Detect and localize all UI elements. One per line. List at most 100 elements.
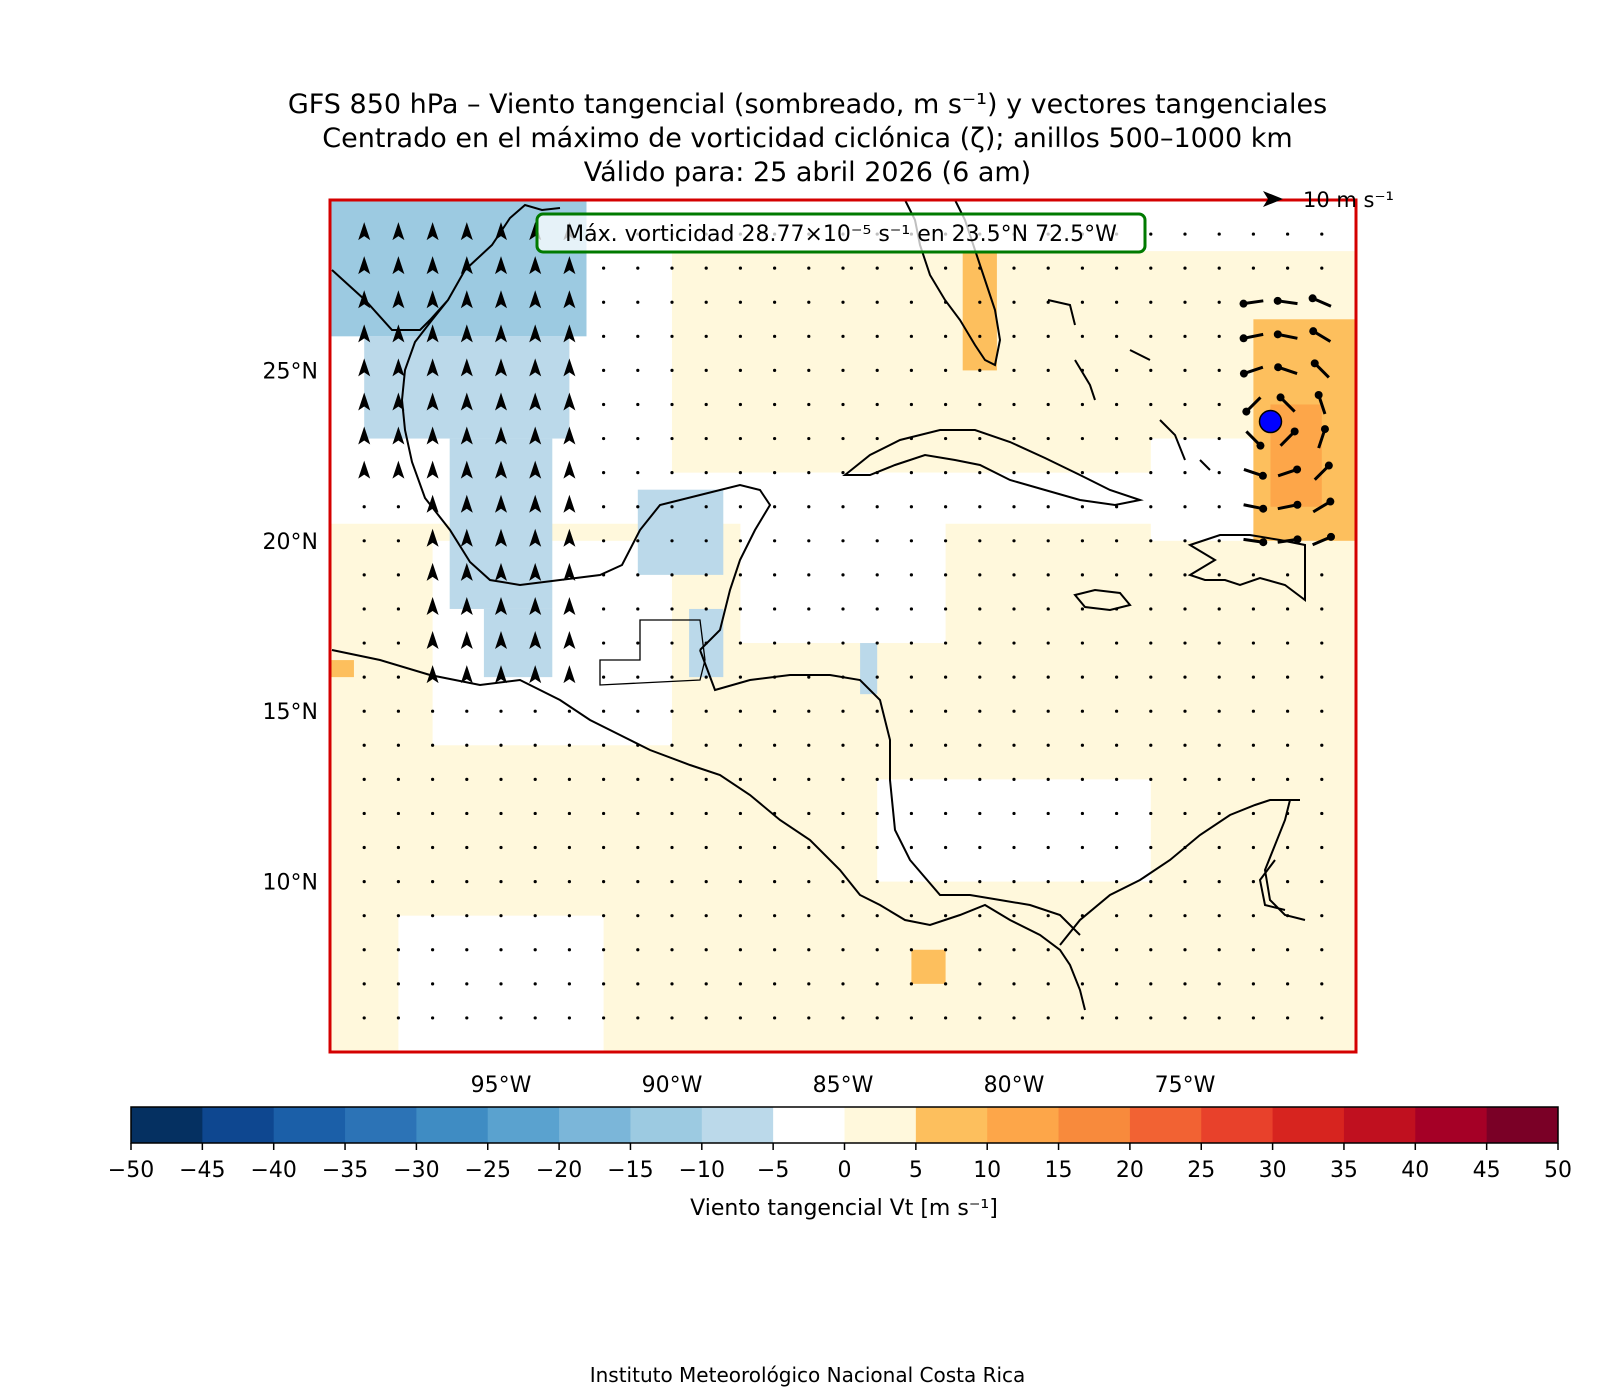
wind-vector-dot bbox=[1217, 232, 1221, 236]
wind-vector-dot bbox=[1012, 471, 1016, 475]
chart-title-line3: Válido para: 25 abril 2026 (6 am) bbox=[583, 157, 1032, 188]
wind-vector-dot bbox=[704, 266, 708, 270]
wind-vector-dot bbox=[1217, 368, 1221, 372]
wind-vector-dot bbox=[1217, 334, 1221, 338]
wind-vector-dot bbox=[1115, 948, 1119, 952]
wind-vector-dot bbox=[1149, 232, 1153, 236]
wind-vector-dot bbox=[1251, 1016, 1255, 1020]
wind-vector-dot bbox=[1183, 675, 1187, 679]
wind-vector-dot bbox=[1217, 539, 1221, 543]
wind-vector-dot bbox=[1251, 982, 1255, 986]
wind-vector-dot bbox=[465, 709, 469, 713]
wind-vector-dot bbox=[1149, 777, 1153, 781]
wind-vector-dot bbox=[396, 573, 400, 577]
wind-vector-head bbox=[1276, 393, 1285, 402]
colorbar-cell bbox=[202, 1107, 275, 1143]
wind-vector-dot bbox=[1046, 880, 1050, 884]
wind-vector-dot bbox=[1080, 982, 1084, 986]
annotation-box bbox=[535, 212, 1147, 254]
wind-vector-dot bbox=[1080, 641, 1084, 645]
wind-vector-dot bbox=[909, 300, 914, 304]
wind-vector-dot bbox=[1012, 880, 1016, 884]
wind-vector-dot bbox=[841, 368, 845, 372]
wind-vector-dot bbox=[396, 607, 400, 611]
wind-vector-dot bbox=[1149, 982, 1153, 986]
wind-vector-dot bbox=[944, 402, 948, 407]
wind-vector-dot bbox=[1183, 709, 1187, 713]
wind-vector-dot bbox=[1251, 607, 1255, 611]
colorbar-cell bbox=[1058, 1107, 1131, 1143]
wind-vector-dot bbox=[738, 471, 743, 475]
wind-vector-arrow bbox=[529, 665, 542, 684]
wind-vector-dot bbox=[1320, 982, 1324, 986]
wind-vector-dot bbox=[1046, 948, 1050, 952]
wind-vector-dot bbox=[773, 402, 777, 407]
wind-vector-dot bbox=[1149, 641, 1153, 645]
wind-vector-dot bbox=[533, 743, 537, 747]
wind-vector-dot bbox=[875, 1016, 879, 1020]
wind-vector-dot bbox=[978, 777, 982, 781]
colorbar-tick-label: −45 bbox=[179, 1158, 225, 1183]
wind-vector-dot bbox=[773, 948, 777, 952]
wind-vector-dot bbox=[567, 880, 572, 884]
wind-vector-dot bbox=[1217, 811, 1221, 816]
colorbar-tick-label: −25 bbox=[465, 1158, 511, 1183]
wind-vector-arrow bbox=[460, 665, 473, 684]
wind-vector-dot bbox=[1046, 743, 1050, 747]
wind-vector-dot bbox=[1320, 880, 1324, 884]
wind-vector-dot bbox=[807, 914, 811, 918]
wind-vector-dot bbox=[1115, 982, 1119, 986]
wind-vector-dot bbox=[1286, 641, 1290, 645]
wind-vector-dot bbox=[1012, 505, 1016, 509]
wind-vector-dot bbox=[1046, 914, 1050, 918]
wind-vector-dot bbox=[978, 743, 982, 747]
wind-vector-dot bbox=[636, 948, 640, 952]
wind-vector-dot bbox=[1251, 777, 1255, 781]
wind-vector-dot bbox=[1012, 334, 1016, 338]
colorbar-ticks: −50 −45 −40 −35 −30 −25 −20 −15 −10 −5 0 5 10 15 20 25 3… bbox=[108, 1143, 1572, 1183]
wind-vector-dot bbox=[841, 709, 845, 713]
credit: Instituto Meteorológico Nacional Costa R… bbox=[589, 1363, 1026, 1387]
wind-vector-arrow bbox=[495, 528, 507, 547]
wind-vector-head bbox=[1293, 500, 1302, 509]
wind-vector-dot bbox=[602, 539, 606, 543]
wind-vector-dot bbox=[431, 845, 435, 850]
colorbar-cell bbox=[273, 1107, 346, 1143]
wind-vector-arrow bbox=[358, 222, 371, 241]
wind-vector-arrow bbox=[460, 222, 473, 241]
wind-vector-arrow bbox=[529, 596, 542, 615]
wind-vector-arrow bbox=[563, 426, 576, 445]
wind-vector-dot bbox=[670, 436, 674, 441]
wind-vector-dot bbox=[636, 607, 640, 611]
wind-vector-dot bbox=[362, 743, 366, 747]
wind-vector-arrow bbox=[563, 290, 576, 309]
wind-vector-dot bbox=[602, 471, 606, 475]
wind-vector-arrow bbox=[495, 392, 507, 411]
wind-vector-dot bbox=[704, 982, 708, 986]
wind-vector-dot bbox=[1286, 845, 1290, 850]
wind-vector-dot bbox=[1012, 436, 1016, 441]
wind-vector-dot bbox=[807, 948, 811, 952]
wind-vector-dot bbox=[670, 300, 674, 304]
wind-vector-dot bbox=[1115, 300, 1119, 304]
wind-vector-dot bbox=[978, 641, 982, 645]
wind-vector-dot bbox=[1080, 573, 1084, 577]
wind-vector-dot bbox=[567, 948, 572, 952]
wind-vector-arrow bbox=[495, 665, 507, 684]
wind-vector-arrow bbox=[495, 324, 507, 343]
colorbar-tick-label: −50 bbox=[108, 1158, 154, 1183]
colorbar-cell bbox=[1201, 1107, 1274, 1143]
wind-vector-arrow bbox=[563, 665, 576, 684]
wind-vector-dot bbox=[1251, 880, 1255, 884]
wind-vector-dot bbox=[1012, 845, 1016, 850]
wind-vector-dot bbox=[704, 709, 708, 713]
wind-vector-dot bbox=[773, 743, 777, 747]
wind-vector-arrow bbox=[529, 631, 542, 650]
wind-vector-dot bbox=[1012, 607, 1016, 611]
wind-vector-dot bbox=[1012, 777, 1016, 781]
wind-vector-arrow bbox=[460, 324, 473, 343]
wind-vector-dot bbox=[636, 914, 640, 918]
wind-vector-dot bbox=[1217, 641, 1221, 645]
wind-vector-dot bbox=[773, 914, 777, 918]
wind-vector-dot bbox=[362, 948, 366, 952]
